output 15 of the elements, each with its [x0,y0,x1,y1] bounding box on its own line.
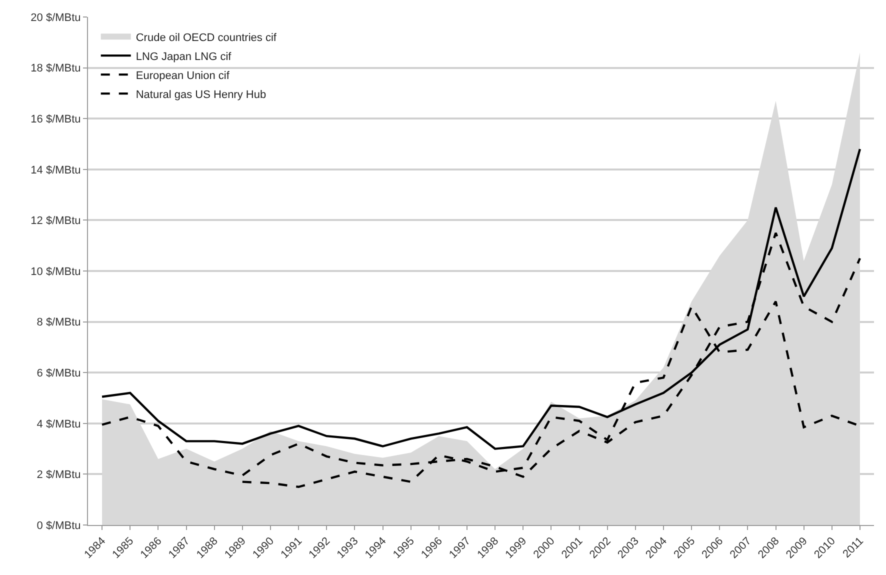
y-tick-label: 14 $/MBtu [30,164,81,176]
legend-label: European Union cif [136,70,230,82]
legend-label: LNG Japan LNG cif [136,50,232,63]
y-tick-label: 2 $/MBtu [36,469,81,482]
y-tick-label: 18 $/MBtu [30,62,81,75]
y-tick-label: 10 $/MBtu [30,266,81,278]
legend-label: Natural gas US Henry Hub [136,88,266,101]
y-tick-label: 6 $/MBtu [36,367,81,380]
legend-label: Crude oil OECD countries cif [136,32,278,44]
y-tick-label: 20 $/MBtu [30,12,81,24]
y-tick-label: 4 $/MBtu [36,418,81,430]
y-tick-label: 12 $/MBtu [30,215,81,228]
y-tick-label: 16 $/MBtu [30,113,81,126]
y-tick-label: 0 $/MBtu [36,520,81,532]
y-tick-label: 8 $/MBtu [36,316,81,329]
